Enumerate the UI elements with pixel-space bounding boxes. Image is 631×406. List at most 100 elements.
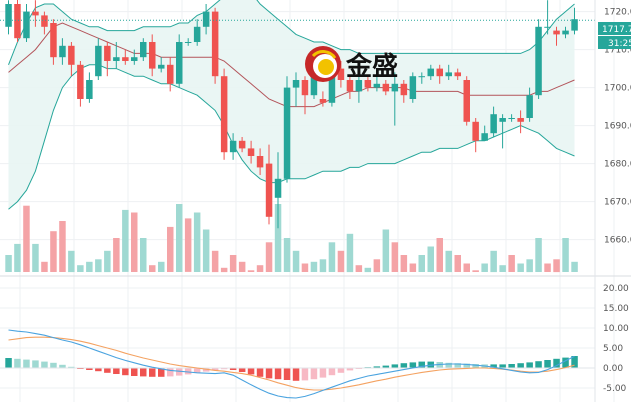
macd-histogram-bar bbox=[337, 368, 345, 373]
candle-body bbox=[319, 99, 327, 103]
candle-body bbox=[517, 118, 524, 122]
candle-body bbox=[292, 80, 300, 88]
volume-bar bbox=[41, 261, 48, 272]
macd-histogram-bar bbox=[445, 362, 452, 368]
candle-body bbox=[283, 87, 291, 179]
macd-histogram-bar bbox=[517, 363, 524, 368]
macd-histogram-bar bbox=[508, 364, 515, 368]
candle-body bbox=[50, 23, 57, 58]
candle-body bbox=[400, 83, 408, 96]
macd-histogram-bar bbox=[274, 368, 282, 380]
macd-histogram-bar bbox=[131, 368, 138, 376]
volume-bar bbox=[274, 204, 282, 272]
macd-tick-label: -5.00 bbox=[603, 384, 627, 394]
candle-body bbox=[95, 45, 102, 77]
macd-histogram-bar bbox=[202, 368, 210, 372]
candle-body bbox=[265, 163, 273, 217]
candle-body bbox=[346, 80, 354, 92]
macd-histogram-bar bbox=[562, 357, 569, 368]
price-label-group: 1717.73 31:25 bbox=[598, 22, 631, 49]
macd-histogram-bar bbox=[5, 358, 12, 368]
candle-body bbox=[526, 95, 533, 118]
volume-bar bbox=[59, 221, 66, 272]
macd-tick-label: 10.00 bbox=[603, 324, 629, 334]
volume-bar bbox=[481, 263, 488, 272]
macd-histogram-bar bbox=[499, 364, 506, 368]
macd-histogram-bar bbox=[86, 368, 93, 370]
candle-body bbox=[337, 68, 345, 80]
macd-signal-line bbox=[8, 336, 575, 391]
macd-histogram-bar bbox=[23, 359, 30, 368]
macd-histogram-bar bbox=[292, 368, 300, 381]
candle-body bbox=[382, 83, 390, 92]
volume-bar bbox=[436, 238, 443, 272]
macd-tick-label: 20.00 bbox=[603, 284, 629, 294]
price-tick-label: 1690.00 bbox=[604, 122, 631, 132]
macd-panel: 20.00 15.00 10.00 5.00 0.00 -5.00 bbox=[0, 284, 629, 399]
price-tick-label: 1710.00 bbox=[604, 46, 631, 56]
candle-body bbox=[202, 11, 210, 27]
macd-histogram-bar bbox=[301, 368, 309, 381]
countdown-badge bbox=[598, 36, 631, 49]
volume-bar bbox=[337, 250, 345, 273]
volume-bar bbox=[292, 250, 300, 273]
volume-bar bbox=[167, 226, 174, 272]
candle-body bbox=[409, 76, 417, 99]
volume-bar bbox=[562, 238, 569, 272]
candle-body bbox=[184, 42, 192, 43]
volume-bar bbox=[319, 259, 327, 273]
candle-body bbox=[149, 42, 156, 69]
candle-body bbox=[131, 57, 138, 61]
macd-histogram-bar bbox=[158, 368, 165, 377]
macd-histogram-bar bbox=[283, 368, 291, 380]
candle-body bbox=[238, 140, 246, 149]
volume-bar bbox=[355, 265, 363, 272]
macd-histogram-bar bbox=[436, 362, 443, 368]
volume-bars bbox=[5, 204, 578, 273]
volume-bar bbox=[238, 261, 246, 272]
candle-body bbox=[23, 11, 30, 39]
volume-bar bbox=[229, 255, 237, 272]
volume-bar bbox=[409, 263, 417, 272]
volume-bar bbox=[77, 265, 84, 272]
candle-body bbox=[41, 15, 48, 27]
volume-bar bbox=[68, 250, 75, 273]
volume-bar bbox=[193, 212, 201, 272]
volume-bar bbox=[140, 238, 147, 272]
candle-body bbox=[391, 83, 399, 92]
candle-body bbox=[122, 57, 129, 61]
candle-body bbox=[571, 19, 578, 31]
macd-tick-label: 5.00 bbox=[603, 344, 623, 354]
macd-histogram-bar bbox=[184, 368, 192, 375]
volume-bar bbox=[490, 250, 497, 273]
volume-bar bbox=[122, 209, 129, 272]
macd-histogram-bar bbox=[14, 358, 21, 368]
macd-histogram-bar bbox=[247, 368, 255, 375]
macd-histogram-bar bbox=[328, 368, 336, 376]
macd-line bbox=[8, 329, 575, 399]
volume-bar bbox=[517, 263, 524, 272]
price-axis: 1660.00 1670.00 1680.00 1690.00 1700.00 1710.… bbox=[604, 8, 631, 246]
countdown-label: 31:25 bbox=[608, 39, 631, 49]
volume-bar bbox=[310, 261, 318, 272]
volume-bar bbox=[535, 238, 542, 272]
volume-bar bbox=[5, 255, 12, 272]
candle-body bbox=[140, 42, 147, 58]
candle-body bbox=[481, 133, 488, 141]
bollinger-upper-line bbox=[8, 0, 575, 65]
volume-bar bbox=[265, 242, 273, 272]
macd-histogram-bar bbox=[149, 368, 156, 377]
volume-bar bbox=[131, 212, 138, 272]
macd-histogram-bar bbox=[310, 368, 318, 380]
macd-histogram-bar bbox=[544, 360, 551, 368]
candle-body bbox=[490, 114, 497, 134]
bollinger-lower-line bbox=[8, 64, 575, 210]
candlesticks bbox=[0, 0, 595, 229]
candle-body bbox=[5, 4, 12, 27]
candle-body bbox=[544, 26, 551, 28]
volume-bar bbox=[176, 204, 183, 272]
candle-body bbox=[229, 140, 237, 153]
macd-histogram-bar bbox=[167, 368, 174, 377]
bollinger-middle-line bbox=[8, 22, 575, 108]
